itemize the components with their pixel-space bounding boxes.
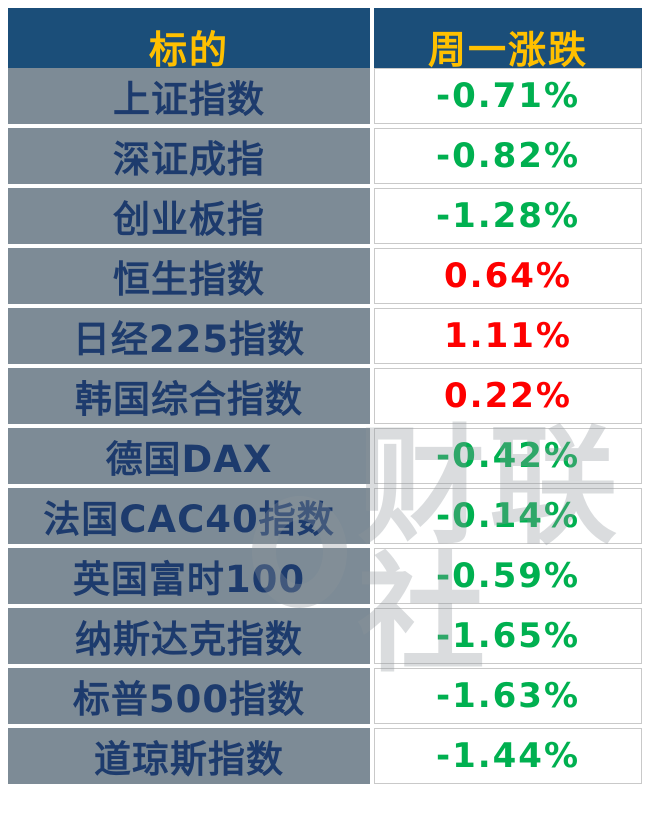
index-name-cell: 日经225指数 [8, 308, 370, 364]
change-value-cell: 0.64% [374, 248, 642, 304]
table-grid: 标的 周一涨跌 上证指数 -0.71% 深证成指 -0.82% 创业板指 -1.28% 恒生… [8, 8, 642, 784]
change-value-cell: -1.28% [374, 188, 642, 244]
change-value-cell: -0.14% [374, 488, 642, 544]
change-value-cell: -0.71% [374, 68, 642, 124]
index-name-cell: 恒生指数 [8, 248, 370, 304]
change-value-cell: 0.22% [374, 368, 642, 424]
change-value-cell: -0.59% [374, 548, 642, 604]
index-name-cell: 标普500指数 [8, 668, 370, 724]
index-name-cell: 道琼斯指数 [8, 728, 370, 784]
index-name-cell: 创业板指 [8, 188, 370, 244]
index-name-cell: 深证成指 [8, 128, 370, 184]
index-name-cell: 上证指数 [8, 68, 370, 124]
index-name-cell: 德国DAX [8, 428, 370, 484]
change-value-cell: -0.82% [374, 128, 642, 184]
change-value-cell: -0.42% [374, 428, 642, 484]
index-name-cell: 英国富时100 [8, 548, 370, 604]
index-name-cell: 法国CAC40指数 [8, 488, 370, 544]
index-name-cell: 纳斯达克指数 [8, 608, 370, 664]
change-value-cell: -1.65% [374, 608, 642, 664]
change-value-cell: -1.44% [374, 728, 642, 784]
change-value-cell: -1.63% [374, 668, 642, 724]
index-name-cell: 韩国综合指数 [8, 368, 370, 424]
change-value-cell: 1.11% [374, 308, 642, 364]
